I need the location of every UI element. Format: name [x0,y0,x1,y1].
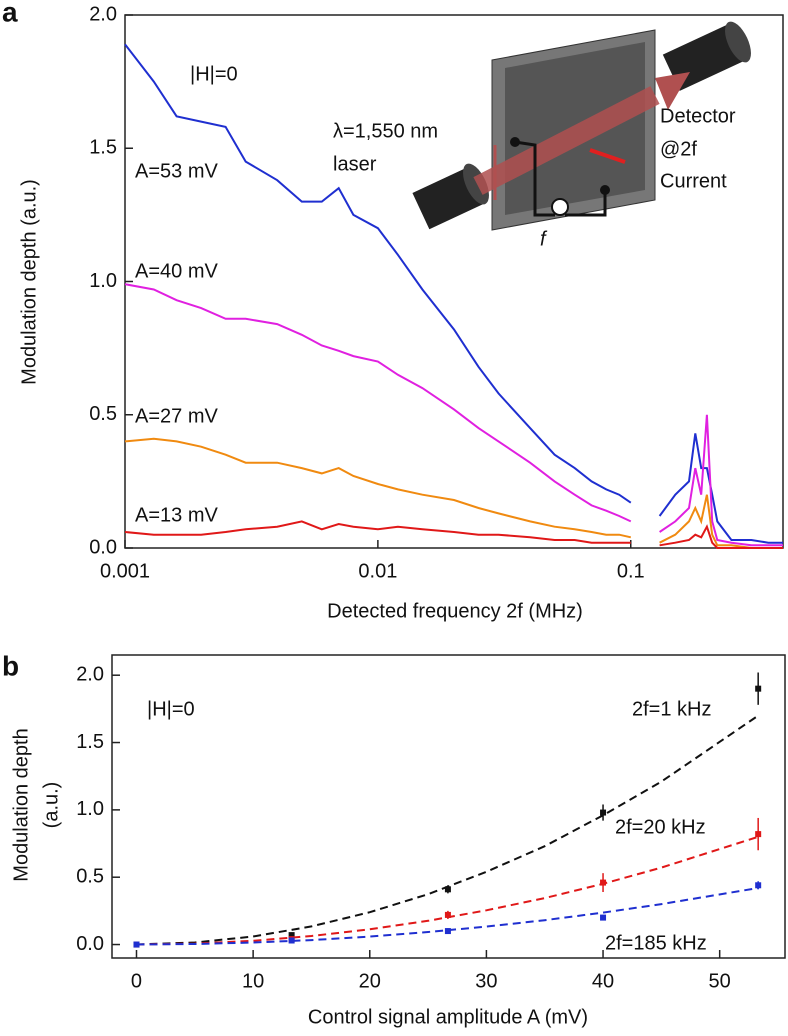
y-tick-label: 0.5 [89,403,117,425]
data-point [755,685,762,692]
laser-beam [473,86,660,195]
laser-cylinder [412,163,489,230]
x-tick-label: 0 [131,970,142,992]
contact [600,185,610,195]
data-point [288,932,295,939]
y-tick-label: 2.0 [76,663,104,685]
annotation: f [540,228,548,250]
panel-label: a [2,0,18,27]
y-axis-label: (a.u.) [40,782,62,829]
y-tick-label: 0.0 [76,933,104,955]
fit-line [136,835,759,946]
x-axis-label: Detected frequency 2f (MHz) [327,600,583,622]
wire [514,140,555,217]
data-point [444,886,451,893]
y-tick-label: 1.5 [89,137,117,159]
fit-line [136,714,759,946]
x-tick-label: 50 [709,970,731,992]
data-point [288,937,295,944]
data-point [133,941,140,948]
y-axis-label: Modulation depth [10,728,32,881]
x-axis-label: Control signal amplitude A (mV) [308,1006,588,1028]
ac-source [551,198,569,216]
x-tick-label: 20 [359,970,381,992]
y-tick-label: 2.0 [89,3,117,25]
y-tick-label: 1.0 [76,798,104,820]
contact [510,137,520,147]
beam-arrow [655,72,690,110]
annotation: laser [333,153,377,175]
data-point [600,914,607,921]
data-point [755,882,762,889]
y-tick-label: 1.5 [76,731,104,753]
y-tick-label: 0.5 [76,865,104,887]
wire [565,190,607,217]
annotation: Current [660,170,727,192]
y-tick-label: 1.0 [89,270,117,292]
annotation: Detector [660,105,736,127]
x-tick-label: 30 [475,970,497,992]
current-arrow [589,148,626,164]
series-label: 2f=1 kHz [632,698,711,720]
annotation: |H|=0 [147,698,195,720]
x-tick-label: 0.001 [100,560,150,582]
data-point [755,831,762,838]
x-tick-label: 10 [242,970,264,992]
x-tick-label: 0.01 [358,560,397,582]
series-label: A=13 mV [135,504,218,526]
data-point [600,809,607,816]
fit-line [136,887,759,946]
data-point [444,911,451,918]
series-label: 2f=185 kHz [605,932,707,954]
annotation: λ=1,550 nm [333,120,438,142]
series-label: A=40 mV [135,260,218,282]
annotation: @2f [660,138,697,160]
data-point [444,928,451,935]
series-label: 2f=20 kHz [615,816,706,838]
annotation: |H|=0 [190,63,238,85]
plot-frame [124,14,784,549]
x-tick-label: 0.1 [617,560,645,582]
y-axis-label: Modulation depth (a.u.) [18,179,40,385]
series-label: A=53 mV [135,160,218,182]
x-tick-label: 40 [592,970,614,992]
data-point [600,879,607,886]
data-line [124,283,783,547]
inset-schematic [412,21,751,231]
series-label: A=27 mV [135,405,218,427]
y-tick-label: 0.0 [89,536,117,558]
panel-label: b [2,650,19,681]
data-line [124,520,783,549]
plot-frame [111,654,786,959]
